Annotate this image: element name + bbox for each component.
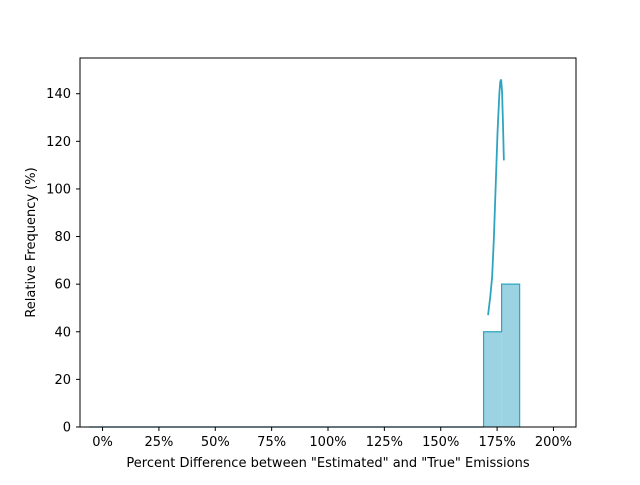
y-tick-label: 80 bbox=[54, 230, 71, 245]
y-tick-label: 0 bbox=[63, 421, 71, 436]
y-tick-label: 40 bbox=[54, 325, 71, 340]
x-tick-label: 50% bbox=[201, 435, 230, 450]
x-tick-label: 175% bbox=[479, 435, 516, 450]
histogram-bar bbox=[483, 331, 502, 427]
x-tick-label: 75% bbox=[257, 435, 286, 450]
y-axis-ticks: 0 20 40 60 80 100 120 140 bbox=[46, 87, 80, 436]
x-tick-label: 0% bbox=[92, 435, 113, 450]
x-tick-label: 125% bbox=[366, 435, 403, 450]
x-tick-label: 100% bbox=[309, 435, 346, 450]
y-tick-label: 140 bbox=[46, 87, 71, 102]
y-tick-label: 20 bbox=[54, 373, 71, 388]
x-axis-ticks: 0% 25% 50% 75% 100% 125% 150% 175% 200% bbox=[92, 427, 572, 450]
y-tick-label: 60 bbox=[54, 278, 71, 293]
y-axis-label: Relative Frequency (%) bbox=[24, 167, 39, 317]
histogram-bar bbox=[501, 284, 520, 427]
plot-frame bbox=[79, 57, 577, 428]
x-axis-label: Percent Difference between "Estimated" a… bbox=[126, 456, 529, 471]
x-tick-label: 200% bbox=[535, 435, 572, 450]
x-tick-label: 150% bbox=[422, 435, 459, 450]
y-tick-label: 120 bbox=[46, 135, 71, 150]
density-curve bbox=[487, 79, 505, 316]
histogram-bars bbox=[483, 284, 520, 427]
y-tick-label: 100 bbox=[46, 182, 71, 197]
x-tick-label: 25% bbox=[144, 435, 173, 450]
